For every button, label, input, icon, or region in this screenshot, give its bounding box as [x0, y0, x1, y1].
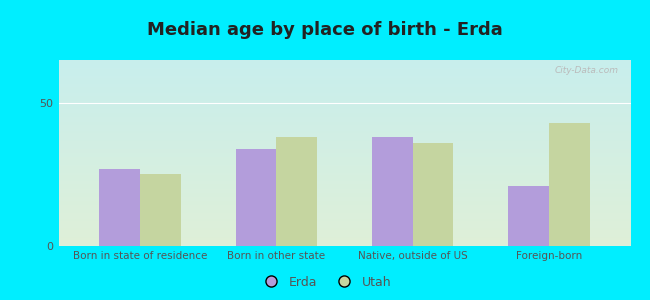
Text: Median age by place of birth - Erda: Median age by place of birth - Erda — [147, 21, 503, 39]
Bar — [235, 149, 276, 246]
Bar — [99, 169, 140, 246]
Bar — [372, 137, 413, 246]
Bar — [549, 123, 590, 246]
Bar — [276, 137, 317, 246]
Bar — [508, 186, 549, 246]
Text: City-Data.com: City-Data.com — [555, 66, 619, 75]
Bar — [140, 175, 181, 246]
Legend: Erda, Utah: Erda, Utah — [254, 271, 396, 294]
Bar — [413, 143, 454, 246]
